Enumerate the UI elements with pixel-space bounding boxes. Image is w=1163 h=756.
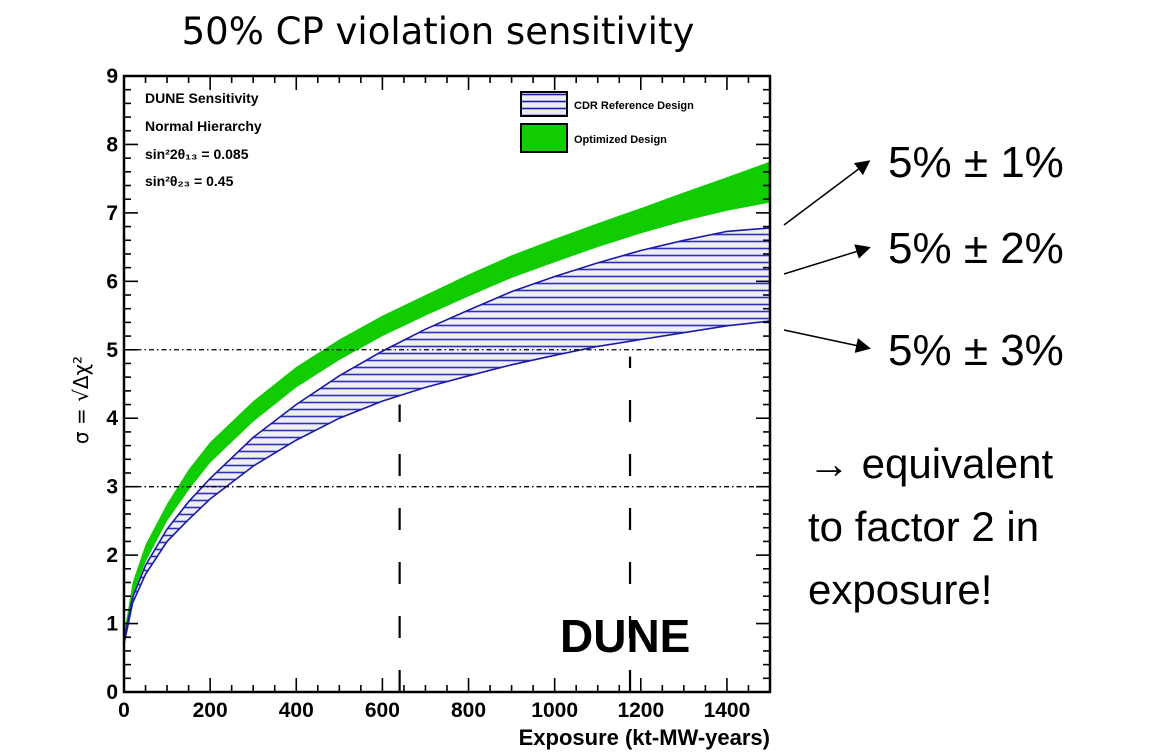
note-line-3: exposure! (808, 566, 992, 613)
x-tick-label: 800 (451, 699, 486, 722)
legend-label-cdr: CDR Reference Design (574, 100, 694, 112)
y-tick-label: 6 (106, 270, 118, 293)
x-tick-label: 200 (193, 699, 228, 722)
annotation-3: 5% ± 3% (888, 326, 1064, 375)
band-edge-upper-cdr-reference-design (123, 227, 771, 641)
band-edge-lower-cdr-reference-design (123, 320, 771, 645)
y-tick-label: 7 (106, 202, 118, 225)
info-line-3: sin²2θ₁₃ = 0.085 (145, 146, 249, 162)
info-line-1: DUNE Sensitivity (145, 90, 259, 106)
x-tick-label: 1400 (704, 699, 751, 722)
arrow-3 (783, 329, 871, 353)
legend-swatch-cdr (520, 91, 568, 117)
y-tick-label: 4 (106, 407, 118, 430)
y-axis-label-text: σ = √Δχ² (69, 356, 93, 444)
x-axis-label: Exposure (kt-MW-years) (519, 725, 770, 750)
arrow-1 (783, 160, 871, 226)
info-line-4: sin²θ₂₃ = 0.45 (145, 173, 234, 189)
legend-label-optimized: Optimized Design (574, 134, 667, 146)
x-tick-label: 600 (365, 699, 400, 722)
annotation-2: 5% ± 2% (888, 224, 1064, 273)
y-tick-label: 8 (106, 133, 118, 156)
y-tick-label: 5 (106, 339, 118, 362)
annotation-1: 5% ± 1% (888, 138, 1064, 187)
band-optimized-design (124, 161, 770, 641)
info-box: DUNE Sensitivity Normal Hierarchy sin²2θ… (145, 90, 262, 189)
arrow-2 (783, 244, 871, 275)
legend: CDR Reference Design Optimized Design (520, 91, 694, 153)
x-tick-label: 0 (118, 699, 130, 722)
annotation-arrows (783, 160, 871, 353)
info-line-2: Normal Hierarchy (145, 118, 262, 134)
y-axis-label: σ = √Δχ² (69, 356, 93, 444)
note-line-1: → equivalent (808, 440, 1053, 487)
x-tick-label: 1200 (617, 699, 664, 722)
y-tick-label: 1 (106, 613, 118, 636)
y-tick-label: 2 (106, 544, 118, 567)
x-tick-label: 400 (279, 699, 314, 722)
note-line-2: to factor 2 in (808, 503, 1039, 550)
dune-watermark: DUNE (560, 610, 690, 662)
y-tick-label: 3 (106, 476, 118, 499)
y-tick-label: 9 (106, 65, 118, 88)
plot-frame (122, 74, 772, 694)
slide-title: 50% CP violation sensitivity (182, 10, 695, 53)
x-tick-label: 1000 (531, 699, 578, 722)
y-tick-label: 0 (106, 681, 118, 704)
legend-swatch-optimized (520, 123, 568, 153)
band-cdr-reference-design (124, 227, 770, 645)
